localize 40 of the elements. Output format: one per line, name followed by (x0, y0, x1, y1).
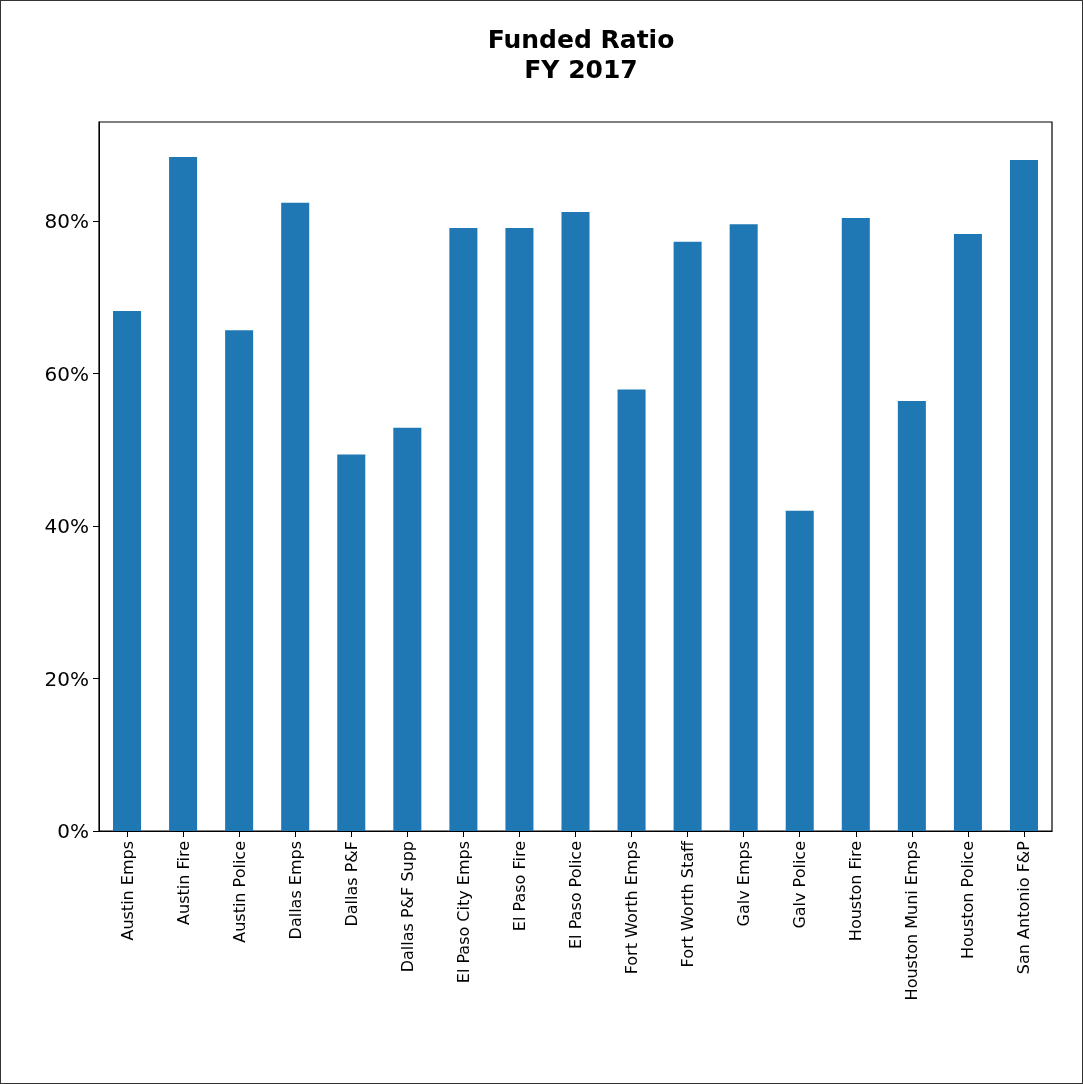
x-tick-label: El Paso Fire (509, 841, 529, 932)
bar (393, 427, 422, 831)
bar (505, 227, 534, 831)
bar (673, 241, 702, 831)
bar (561, 211, 590, 831)
bar (225, 330, 254, 831)
x-tick-label: San Antonio F&P (1014, 840, 1034, 975)
x-tick-label: Galv Emps (734, 841, 754, 927)
bar (449, 227, 478, 831)
y-tick-label: 80% (44, 209, 89, 234)
x-tick-label: Dallas P&F Supp (397, 841, 417, 973)
x-tick-label: Fort Worth Staff (678, 840, 698, 968)
bar (337, 454, 366, 831)
y-tick-label: 0% (57, 819, 89, 843)
bar (953, 234, 982, 831)
x-tick-label: El Paso Police (566, 841, 585, 949)
y-tick-label: 40% (44, 514, 89, 539)
x-tick-label: Fort Worth Emps (622, 841, 642, 975)
x-tick-label: Austin Police (229, 841, 249, 943)
bar (841, 218, 870, 831)
chart-title: Funded Ratio FY 2017 (487, 24, 675, 84)
y-tick-label: 60% (44, 361, 89, 386)
x-tick-label: Dallas Emps (285, 841, 305, 940)
bar (169, 157, 198, 831)
bar (113, 311, 142, 831)
x-tick-label: Houston Fire (846, 841, 866, 942)
x-tick-label: Austin Fire (173, 841, 193, 925)
bar (1009, 160, 1038, 831)
x-tick-label: Galv Police (790, 841, 810, 929)
bar (897, 401, 926, 831)
y-tick-label: 20% (44, 666, 89, 691)
bar (785, 510, 814, 831)
x-tick-label: Houston Police (958, 841, 978, 959)
bar (729, 224, 758, 831)
x-tick-label: Houston Muni Emps (902, 841, 922, 1001)
x-tick-label: El Paso City Emps (453, 841, 473, 984)
x-tick-label: Dallas P&F (341, 841, 361, 927)
bar (617, 389, 646, 831)
bar (281, 202, 310, 831)
x-tick-label: Austin Emps (117, 841, 137, 941)
